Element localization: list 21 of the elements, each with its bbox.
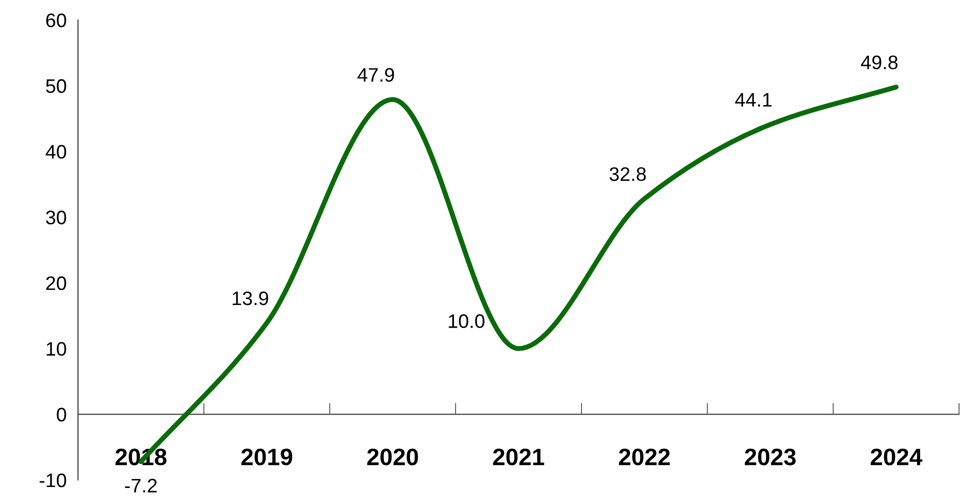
text: -7.2: [125, 478, 157, 492]
x-tick-label: 2022: [618, 448, 670, 466]
text: 10.0: [448, 314, 484, 328]
y-tick-label: -10: [40, 473, 66, 488]
y-tick-label: 0: [56, 408, 66, 422]
text: 13.9: [232, 291, 268, 306]
text: 32.8: [610, 167, 646, 182]
x-tick-label: 2024: [870, 448, 922, 466]
text: 44.1: [735, 93, 772, 107]
y-tick-label: 50: [46, 79, 66, 93]
y-tick-label: 30: [46, 210, 66, 224]
y-tick-label: 10: [46, 342, 66, 356]
x-tick-label: 2021: [493, 448, 544, 466]
x-tick-label: 2023: [744, 448, 796, 466]
y-tick-label: 60: [46, 13, 66, 28]
x-tick-label: 2019: [241, 448, 292, 466]
y-tick-label: 20: [46, 276, 66, 290]
text: 49.8: [861, 56, 898, 70]
y-tick-label: 40: [46, 144, 66, 159]
x-tick-label: 2020: [367, 448, 418, 466]
text: 47.9: [358, 68, 394, 82]
